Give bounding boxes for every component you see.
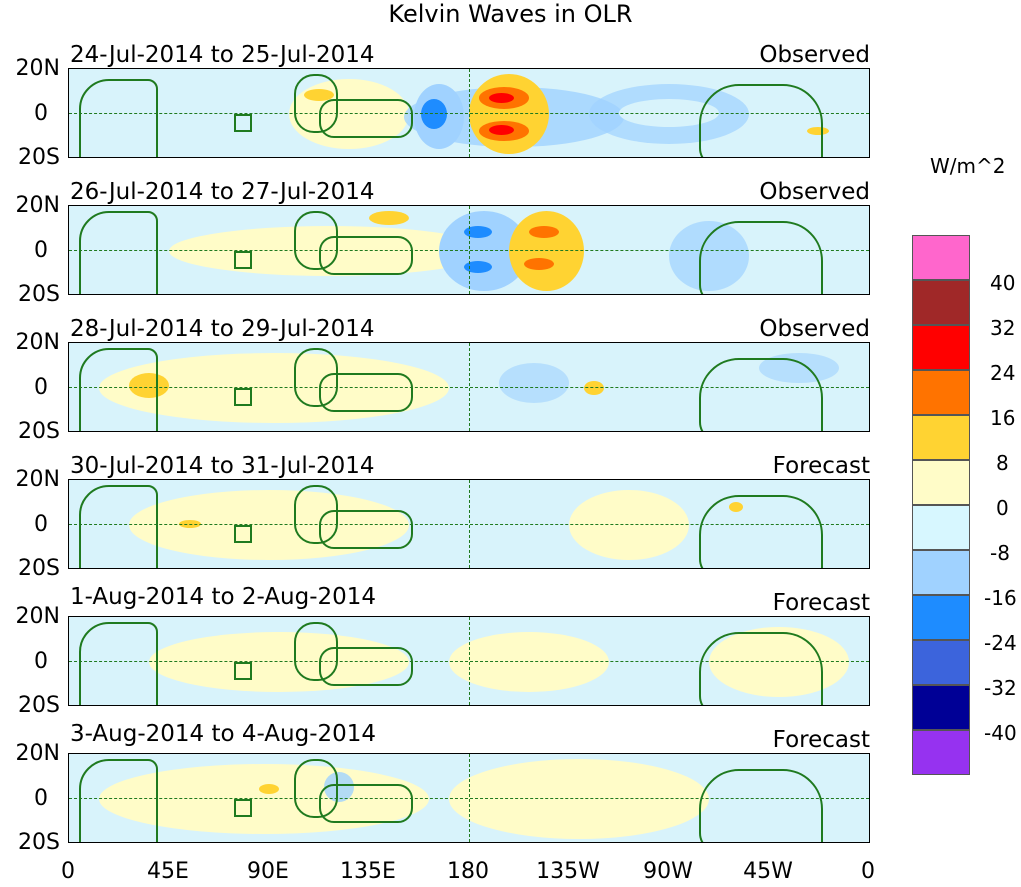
colorbar-swatch [912,505,970,550]
lat-label: 20N [15,604,60,629]
colorbar-units: W/m^2 [930,154,1006,178]
colorbar-label: 0 [996,496,1009,520]
lat-label: 20S [18,556,60,581]
colorbar-swatch [912,730,970,775]
lat-label: 20N [15,56,60,81]
colorbar-label: 16 [990,406,1016,430]
lon-tick-0-end: 0 [861,859,875,884]
panel-2-map [68,205,870,295]
panel-4-title: 30-Jul-2014 to 31-Jul-2014 [70,453,375,479]
panel-6-status: Forecast [772,727,870,753]
lon-tick-0: 0 [61,859,75,884]
colorbar-swatch [912,550,970,595]
lon-tick-45w: 45W [743,859,793,884]
lon-tick-135w: 135W [536,859,600,884]
colorbar-swatch [912,280,970,325]
lat-label: 20N [15,467,60,492]
lat-label: 20S [18,145,60,170]
lat-label: 0 [34,649,48,674]
colorbar-label: -32 [984,676,1017,700]
panel-2-title: 26-Jul-2014 to 27-Jul-2014 [70,179,375,205]
colorbar-label: 32 [990,316,1016,340]
lat-label: 20N [15,741,60,766]
lat-label: 20N [15,330,60,355]
panel-6-title: 3-Aug-2014 to 4-Aug-2014 [70,721,377,747]
panel-3-status: Observed [759,316,870,342]
lat-label: 20S [18,830,60,855]
colorbar-swatch [912,370,970,415]
lat-label: 20N [15,193,60,218]
lon-tick-180: 180 [447,859,489,884]
lat-label: 20S [18,282,60,307]
colorbar-swatch [912,415,970,460]
panel-6-map [68,753,870,843]
colorbar-label: -16 [984,586,1017,610]
panel-4-status: Forecast [772,453,870,479]
panel-1-status: Observed [759,42,870,68]
lon-tick-90e: 90E [247,859,289,884]
colorbar-swatch [912,325,970,370]
lat-label: 0 [34,786,48,811]
colorbar-label: 8 [996,451,1009,475]
colorbar-label: -8 [990,541,1010,565]
panel-5-status: Forecast [772,590,870,616]
panel-5-title: 1-Aug-2014 to 2-Aug-2014 [70,584,377,610]
panel-2-status: Observed [759,179,870,205]
lat-label: 0 [34,238,48,263]
panel-4-map [68,479,870,569]
lat-label: 0 [34,512,48,537]
colorbar-label: 40 [990,271,1016,295]
lat-label: 20S [18,419,60,444]
panel-1-title: 24-Jul-2014 to 25-Jul-2014 [70,42,375,68]
panel-1-map [68,68,870,158]
colorbar-swatch [912,235,970,280]
panel-5-map [68,616,870,706]
colorbar-label: 24 [990,361,1016,385]
colorbar-swatch [912,640,970,685]
lon-tick-135e: 135E [340,859,396,884]
colorbar-swatch [912,460,970,505]
colorbar-swatch [912,685,970,730]
panel-3-map [68,342,870,432]
lat-label: 20S [18,693,60,718]
lat-label: 0 [34,375,48,400]
colorbar-label: -24 [984,631,1017,655]
lon-tick-45e: 45E [147,859,189,884]
colorbar-swatch [912,595,970,640]
lon-tick-90w: 90W [643,859,693,884]
panel-3-title: 28-Jul-2014 to 29-Jul-2014 [70,316,375,342]
lat-label: 0 [34,101,48,126]
colorbar-label: -40 [984,721,1017,745]
chart-title: Kelvin Waves in OLR [388,0,633,28]
